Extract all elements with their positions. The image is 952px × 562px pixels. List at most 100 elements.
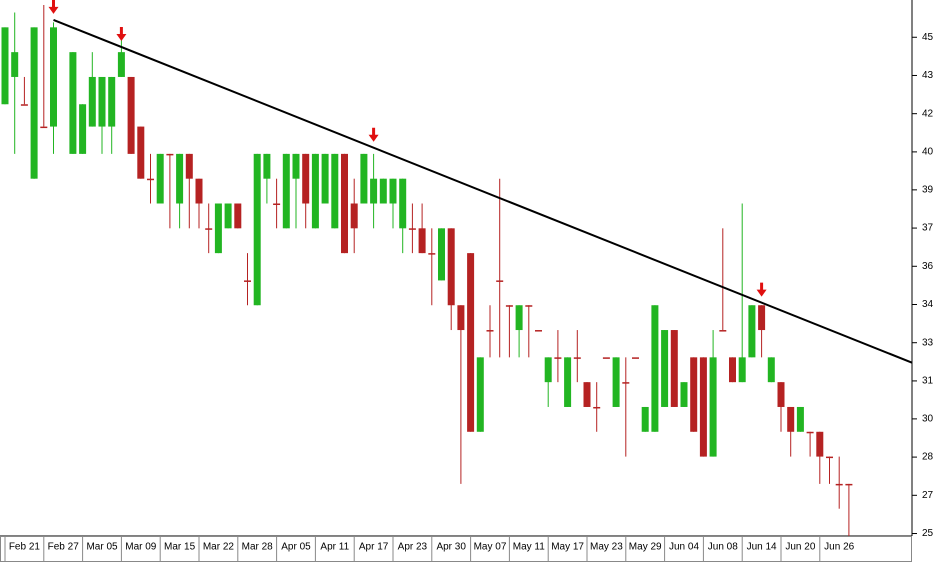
candle-body [544, 357, 552, 383]
x-tick-label: Mar 09 [125, 542, 157, 553]
candle-body [661, 330, 669, 407]
x-tick-label: Feb 27 [48, 542, 80, 553]
candle-body [195, 178, 203, 204]
candle-body [137, 126, 145, 179]
y-tick-label: 40 [922, 147, 934, 158]
candle-body [11, 52, 19, 77]
x-tick-label: Jun 08 [708, 542, 738, 553]
candle-body [244, 280, 251, 282]
candle-body [418, 228, 426, 254]
candle-body [1, 27, 9, 105]
candle-body [602, 357, 610, 359]
candle-body [176, 153, 184, 204]
y-tick-label: 30 [922, 414, 934, 425]
candle-body [476, 357, 484, 432]
candle-body [127, 76, 135, 154]
candle-body [108, 76, 116, 127]
candle-body [641, 406, 649, 432]
candle-body [845, 483, 853, 486]
x-tick-label: Mar 15 [164, 542, 196, 553]
x-tick-label: Apr 17 [359, 542, 389, 553]
candle-body [331, 153, 339, 229]
x-tick-label: Mar 28 [242, 542, 274, 553]
y-tick-label: 25 [922, 528, 934, 539]
candle-body [806, 431, 814, 434]
candle-body [680, 382, 688, 407]
y-tick-label: 42 [922, 108, 934, 119]
x-tick-label: May 11 [513, 542, 545, 553]
y-tick-label: 36 [922, 261, 934, 272]
y-tick-label: 39 [922, 184, 934, 195]
candle-body [796, 406, 804, 432]
candle-body [292, 153, 300, 179]
candle-body [379, 178, 387, 204]
candle-body [515, 305, 523, 331]
candle-body [787, 406, 795, 432]
signal-arrow [756, 282, 767, 297]
x-tick-label: Mar 05 [86, 542, 118, 553]
candle-body [214, 203, 222, 254]
candle-body [573, 357, 581, 359]
candle-body [593, 406, 601, 409]
candle-body [738, 357, 746, 383]
trendline [53, 18, 913, 364]
candle-body [583, 382, 591, 407]
candle-body [438, 228, 445, 281]
candle-body [457, 305, 465, 331]
x-tick-label: Jun 14 [747, 542, 777, 553]
candle-body [777, 382, 785, 407]
x-tick-label: Apr 05 [281, 542, 311, 553]
candle-body [40, 126, 48, 129]
candle-body [263, 153, 271, 179]
candle-body [88, 76, 96, 127]
candle-body [535, 330, 542, 332]
x-tick-label: May 17 [551, 542, 584, 553]
candle-body [699, 357, 707, 457]
candle-body [147, 178, 154, 181]
candle-body [564, 357, 572, 407]
candle-body [554, 357, 562, 359]
y-tick-label: 28 [922, 452, 934, 463]
y-tick-label: 37 [922, 223, 934, 234]
signal-arrow [116, 27, 127, 42]
candle-body [185, 153, 193, 179]
candle-body [205, 228, 213, 230]
candle-body [350, 203, 358, 229]
signal-arrow [368, 127, 379, 142]
candle-body [311, 153, 319, 229]
x-tick-label: May 23 [590, 542, 623, 553]
candle-body [389, 178, 397, 204]
candle-body [224, 203, 232, 229]
candle-body [758, 305, 766, 331]
x-tick-label: Jun 26 [824, 542, 854, 553]
x-tick-label: May 29 [629, 542, 662, 553]
y-tick-label: 27 [922, 490, 934, 501]
candle-body [79, 104, 87, 154]
candle-body [166, 153, 174, 156]
candle-body [282, 153, 290, 229]
candle-body [612, 357, 620, 407]
x-tick-label: May 07 [474, 542, 507, 553]
candle-body [50, 27, 57, 127]
candle-body [273, 203, 281, 206]
candle-body [98, 76, 106, 127]
candle-body [486, 330, 494, 332]
candle-body [525, 305, 533, 307]
candle-body [835, 483, 843, 486]
candle-body [370, 178, 378, 204]
candle-body [399, 178, 407, 229]
candle-body [632, 357, 639, 359]
candle-body [234, 203, 242, 229]
candle-body [447, 228, 455, 306]
candle-body [670, 330, 678, 407]
y-tick-label: 33 [922, 337, 934, 348]
x-tick-label: Apr 30 [436, 542, 466, 553]
candle-body [321, 153, 329, 204]
candle-body [709, 357, 717, 457]
x-tick-label: Jun 04 [669, 542, 699, 553]
candle-body [302, 153, 310, 204]
signal-arrow [48, 0, 59, 14]
y-tick-label: 43 [922, 70, 934, 81]
